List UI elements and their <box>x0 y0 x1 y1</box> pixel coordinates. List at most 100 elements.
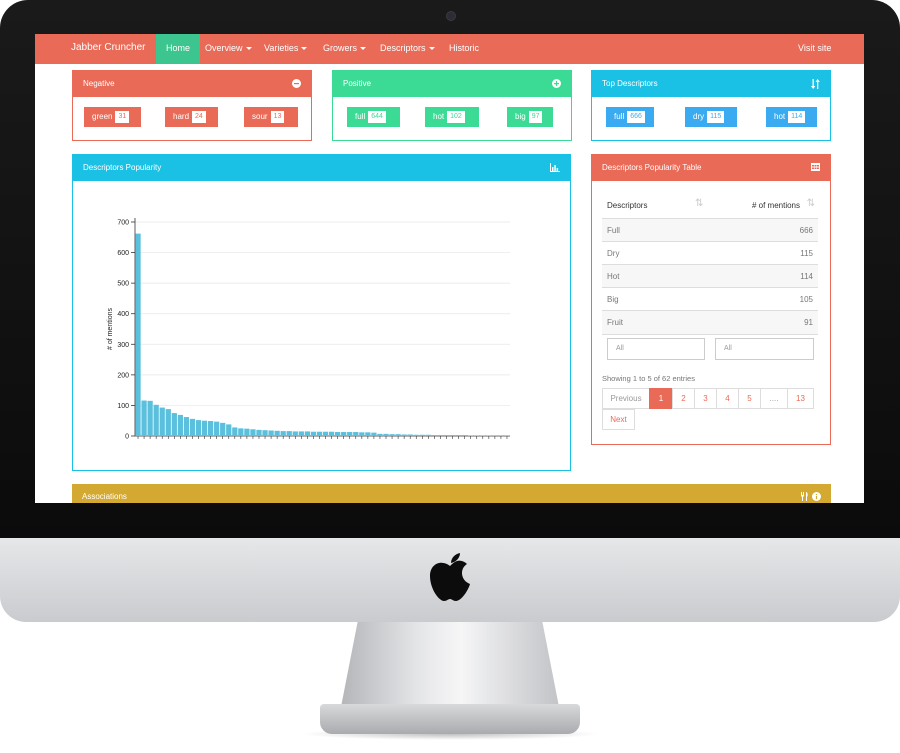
popularity-table-panel: Descriptors Popularity Table Descriptors… <box>591 154 831 445</box>
chart-bar <box>341 432 347 436</box>
top-descriptors-panel: Top Descriptors full 666 dry 115 hot 114 <box>591 70 831 141</box>
tag-label: hot <box>774 112 786 121</box>
tag-count: 114 <box>788 111 806 123</box>
pagination-page-13[interactable]: 13 <box>787 388 814 409</box>
chart-bar <box>147 400 153 436</box>
chart-bar <box>316 431 323 436</box>
chart-bar <box>322 431 329 436</box>
tag-sour[interactable]: sour 13 <box>244 107 298 127</box>
pagination-page-5[interactable]: 5 <box>738 388 761 409</box>
y-axis-label: # of mentions <box>107 307 114 350</box>
caret-down-icon <box>301 47 308 51</box>
chart-bar <box>135 233 141 436</box>
visit-site-link[interactable]: Visit site <box>798 43 832 53</box>
tag-dry[interactable]: dry 115 <box>685 107 737 127</box>
chart-bar <box>455 435 462 436</box>
chart-bar <box>371 432 377 436</box>
chart-bar <box>419 434 425 436</box>
table-row: Full 666 <box>602 218 818 242</box>
tag-hot[interactable]: hot 114 <box>766 107 817 127</box>
chart-bar <box>250 429 256 436</box>
tag-count: 666 <box>627 111 645 123</box>
chart-bar <box>214 421 220 436</box>
top-descriptors-header: Top Descriptors <box>592 71 830 97</box>
chart-bar <box>165 409 171 436</box>
filter-mentions-input[interactable]: All <box>715 338 814 360</box>
chart-bar <box>413 434 419 436</box>
nav-historic[interactable]: Historic <box>449 34 479 64</box>
popularity-chart-panel: Descriptors Popularity 0 100 200 300 400 500 6… <box>72 154 571 471</box>
tag-label: green <box>92 112 113 121</box>
chart-bar <box>437 435 444 436</box>
chart-bar <box>268 430 274 436</box>
plus-circle-icon[interactable] <box>552 79 561 88</box>
chart-bar <box>328 431 335 436</box>
y-tick-label: 0 <box>125 434 129 441</box>
tag-hard[interactable]: hard 24 <box>165 107 218 127</box>
caret-down-icon <box>245 47 252 51</box>
column-header-mentions[interactable]: # of mentions <box>751 201 800 210</box>
tag-hot[interactable]: hot 102 <box>425 107 479 127</box>
minus-circle-icon[interactable] <box>292 79 301 88</box>
chart-bar <box>431 435 438 436</box>
y-tick-label: 400 <box>117 311 129 318</box>
caret-down-icon <box>360 47 367 51</box>
popularity-bar-chart: 0 100 200 300 400 500 600 700 # of mentions <box>107 218 510 441</box>
brand-link[interactable]: Jabber Cruncher <box>71 42 146 53</box>
chart-bar <box>298 431 304 436</box>
table-icon[interactable] <box>811 163 820 171</box>
pagination-page-4[interactable]: 4 <box>716 388 739 409</box>
chart-bar <box>183 417 190 436</box>
chart-bar <box>274 430 280 436</box>
associations-title: Associations <box>82 492 127 501</box>
cell-descriptor: Big <box>607 295 619 304</box>
column-header-descriptors[interactable]: Descriptors <box>607 201 648 210</box>
pagination-page-1[interactable]: 1 <box>649 388 673 409</box>
sort-icon[interactable] <box>811 79 820 89</box>
chart-bar <box>347 432 353 436</box>
chart-bar <box>462 435 468 436</box>
tag-green[interactable]: green 31 <box>84 107 141 127</box>
pagination-next[interactable]: Next <box>602 409 635 430</box>
chart-bar <box>407 434 413 436</box>
nav-growers[interactable]: Growers <box>323 34 367 64</box>
bar-chart-icon[interactable] <box>550 163 560 172</box>
nav-descriptors[interactable]: Descriptors <box>380 34 435 64</box>
tag-count: 115 <box>707 111 725 123</box>
filter-descriptors-input[interactable]: All <box>607 338 705 360</box>
chart-bar <box>220 422 226 436</box>
nav-varieties[interactable]: Varieties <box>264 34 308 64</box>
cutlery-icon[interactable] <box>801 492 809 501</box>
sort-icon[interactable]: ⇅ <box>695 198 704 209</box>
top-descriptors-title: Top Descriptors <box>602 79 658 88</box>
positive-panel-header: Positive <box>333 71 571 97</box>
tag-count: 97 <box>528 111 543 123</box>
tag-label: full <box>614 112 625 121</box>
chart-bar <box>334 432 341 436</box>
chart-bar <box>359 432 365 436</box>
nav-overview[interactable]: Overview <box>205 34 252 64</box>
chart-bar <box>468 435 474 436</box>
chart-bar <box>226 424 232 436</box>
tag-full[interactable]: full 666 <box>606 107 654 127</box>
sort-icon[interactable]: ⇅ <box>806 198 815 209</box>
pagination-previous[interactable]: Previous <box>602 388 650 409</box>
table-row: Dry 115 <box>602 241 818 265</box>
popularity-chart-header: Descriptors Popularity <box>73 155 570 181</box>
chart-bar <box>304 431 311 436</box>
nav-home[interactable]: Home <box>156 34 201 64</box>
table-row: Big 105 <box>602 287 818 311</box>
pagination-page-2[interactable]: 2 <box>672 388 695 409</box>
chart-bar <box>195 420 202 436</box>
chart-bar <box>238 428 244 436</box>
pagination-page-3[interactable]: 3 <box>694 388 717 409</box>
y-tick-label: 300 <box>117 342 129 349</box>
chart-bar <box>395 434 401 436</box>
y-tick-label: 500 <box>117 281 129 288</box>
tag-big[interactable]: big 97 <box>507 107 553 127</box>
chart-bar <box>244 428 250 436</box>
chart-bar <box>262 430 268 436</box>
table-row: Fruit 91 <box>602 310 818 335</box>
info-circle-icon[interactable] <box>812 492 821 501</box>
tag-full[interactable]: full 644 <box>347 107 400 127</box>
